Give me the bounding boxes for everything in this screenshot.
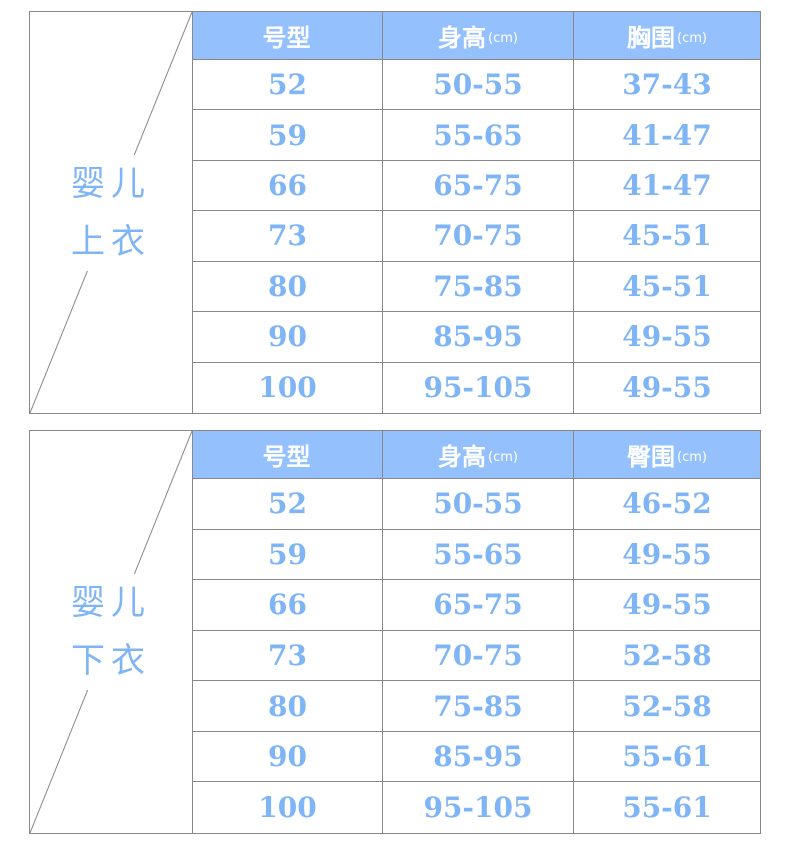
table-cell: 95-105 [382,782,573,833]
header-text: 身高 [438,24,487,52]
column-header: 身高 (cm) [382,431,573,479]
table-cell: 66 [193,161,382,212]
table-cell: 49-55 [573,312,760,363]
header-unit: (cm) [488,31,518,46]
bottoms-size-table: 婴儿 下衣 号型 身高 (cm) 臀围 (cm) 52 50-55 46-52 59 55-65 49-… [29,430,761,834]
category-label: 婴儿 下衣 [30,574,192,690]
table-cell: 80 [193,262,382,313]
table-cell: 75-85 [382,681,573,732]
tops-size-table: 婴儿 上衣 号型 身高 (cm) 胸围 (cm) 52 50-55 37-43 59 55-65 41-… [29,11,761,414]
category-label-line: 婴儿 [66,574,156,632]
column-header: 臀围 (cm) [573,431,760,479]
table-cell: 85-95 [382,312,573,363]
table-cell: 55-65 [382,529,573,581]
table-cell: 73 [193,211,382,262]
column-header: 号型 [193,12,382,60]
header-text: 胸围 [627,24,676,52]
table-cell: 59 [193,110,382,161]
table-cell: 70-75 [382,211,573,262]
table-cell: 55-65 [382,110,573,161]
table-cell: 52-58 [573,630,760,682]
table-cell: 49-55 [573,529,760,581]
table-cell: 55-61 [573,782,760,833]
table-cell: 70-75 [382,630,573,682]
table-cell: 41-47 [573,160,760,212]
header-text: 臀围 [627,443,676,471]
table-cell: 52 [193,479,382,530]
table-cell: 85-95 [382,731,573,783]
header-text: 号型 [262,24,311,52]
table-cell: 37-43 [573,60,760,111]
header-unit: (cm) [677,31,707,46]
category-label: 婴儿 上衣 [30,154,192,271]
header-text: 身高 [438,443,487,471]
table-cell: 50-55 [382,479,573,530]
header-text: 号型 [262,443,311,471]
header-unit: (cm) [488,450,518,465]
table-cell: 80 [193,681,382,732]
category-cell: 婴儿 上衣 [30,12,193,413]
column-header: 号型 [193,431,382,479]
size-grid: 号型 身高 (cm) 胸围 (cm) 52 50-55 37-43 59 55-65 41-47 66… [193,12,760,413]
table-cell: 75-85 [382,261,573,313]
table-cell: 90 [193,732,382,783]
table-cell: 65-75 [382,160,573,212]
table-cell: 45-51 [573,261,760,313]
table-cell: 52 [193,60,382,111]
header-unit: (cm) [677,450,707,465]
table-cell: 49-55 [573,362,760,413]
category-cell: 婴儿 下衣 [30,431,193,833]
table-cell: 66 [193,580,382,631]
table-cell: 100 [258,791,317,825]
size-grid: 号型 身高 (cm) 臀围 (cm) 52 50-55 46-52 59 55-65 49-55 66… [193,431,760,833]
table-cell: 50-55 [382,60,573,111]
category-label-line: 上衣 [66,212,156,271]
column-header: 胸围 (cm) [573,12,760,60]
table-cell: 59 [193,530,382,581]
table-cell: 52-58 [573,681,760,732]
table-cell: 41-47 [573,110,760,161]
table-cell: 73 [193,631,382,682]
table-cell: 45-51 [573,211,760,262]
table-cell: 100 [258,371,317,405]
table-cell: 55-61 [573,731,760,783]
column-header: 身高 (cm) [382,12,573,60]
table-cell: 49-55 [573,580,760,631]
table-cell: 95-105 [382,362,573,413]
table-cell: 46-52 [573,479,760,530]
category-label-line: 下衣 [66,632,156,690]
category-label-line: 婴儿 [66,154,156,213]
table-cell: 65-75 [382,580,573,631]
table-cell: 90 [193,312,382,363]
